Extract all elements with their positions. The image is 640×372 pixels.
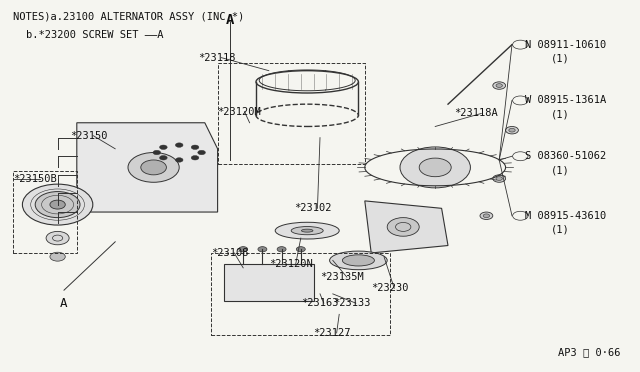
Circle shape — [258, 247, 267, 252]
Text: M 08915-43610: M 08915-43610 — [525, 211, 606, 221]
Text: (1): (1) — [550, 225, 569, 235]
Text: *23120N: *23120N — [269, 259, 312, 269]
Text: *23118A: *23118A — [454, 109, 498, 118]
Text: *23133: *23133 — [333, 298, 371, 308]
Text: *23150B: *23150B — [13, 174, 56, 183]
Text: *23127: *23127 — [314, 328, 351, 338]
Circle shape — [50, 252, 65, 261]
Text: *23135M: *23135M — [320, 272, 364, 282]
Circle shape — [296, 247, 305, 252]
Circle shape — [493, 175, 506, 182]
Circle shape — [496, 84, 502, 87]
Polygon shape — [77, 123, 218, 212]
Text: (1): (1) — [550, 110, 569, 119]
Ellipse shape — [301, 229, 313, 232]
Text: (1): (1) — [550, 54, 569, 64]
Text: *23230: *23230 — [371, 283, 409, 293]
Circle shape — [483, 214, 490, 218]
Text: *23120M: *23120M — [218, 107, 261, 116]
Circle shape — [480, 212, 493, 219]
Ellipse shape — [330, 251, 387, 270]
Text: *23163: *23163 — [301, 298, 339, 308]
Text: *23102: *23102 — [294, 203, 332, 213]
Ellipse shape — [291, 227, 323, 235]
Circle shape — [277, 247, 286, 252]
Text: W 08915-1361A: W 08915-1361A — [525, 96, 606, 105]
Polygon shape — [365, 201, 448, 253]
Text: *23118: *23118 — [198, 53, 236, 62]
Circle shape — [239, 247, 248, 252]
Circle shape — [493, 82, 506, 89]
Circle shape — [128, 153, 179, 182]
Polygon shape — [224, 264, 314, 301]
Circle shape — [509, 128, 515, 132]
Text: (1): (1) — [550, 166, 569, 175]
Text: A: A — [60, 297, 68, 310]
Text: b.*23200 SCREW SET ——A: b.*23200 SCREW SET ——A — [26, 30, 163, 40]
Circle shape — [387, 218, 419, 236]
Circle shape — [506, 126, 518, 134]
Circle shape — [400, 147, 470, 188]
Text: *23108: *23108 — [211, 248, 249, 258]
Ellipse shape — [342, 255, 374, 266]
Circle shape — [198, 150, 205, 155]
Text: NOTES)a.23100 ALTERNATOR ASSY (INC.*): NOTES)a.23100 ALTERNATOR ASSY (INC.*) — [13, 11, 244, 21]
Circle shape — [50, 200, 65, 209]
Circle shape — [35, 192, 80, 218]
Circle shape — [153, 150, 161, 155]
Circle shape — [191, 155, 199, 160]
Ellipse shape — [275, 222, 339, 239]
Text: AP3 ‸ 0·66: AP3 ‸ 0·66 — [558, 347, 621, 357]
Circle shape — [46, 231, 69, 245]
Text: S 08360-51062: S 08360-51062 — [525, 151, 606, 161]
Text: A: A — [226, 13, 235, 27]
Circle shape — [419, 158, 451, 177]
Circle shape — [159, 155, 167, 160]
Text: *23150: *23150 — [70, 131, 108, 141]
Circle shape — [159, 145, 167, 150]
Circle shape — [496, 177, 502, 180]
Circle shape — [175, 158, 183, 162]
Circle shape — [175, 143, 183, 147]
Circle shape — [141, 160, 166, 175]
Circle shape — [191, 145, 199, 150]
Circle shape — [22, 184, 93, 225]
Text: N 08911-10610: N 08911-10610 — [525, 40, 606, 49]
